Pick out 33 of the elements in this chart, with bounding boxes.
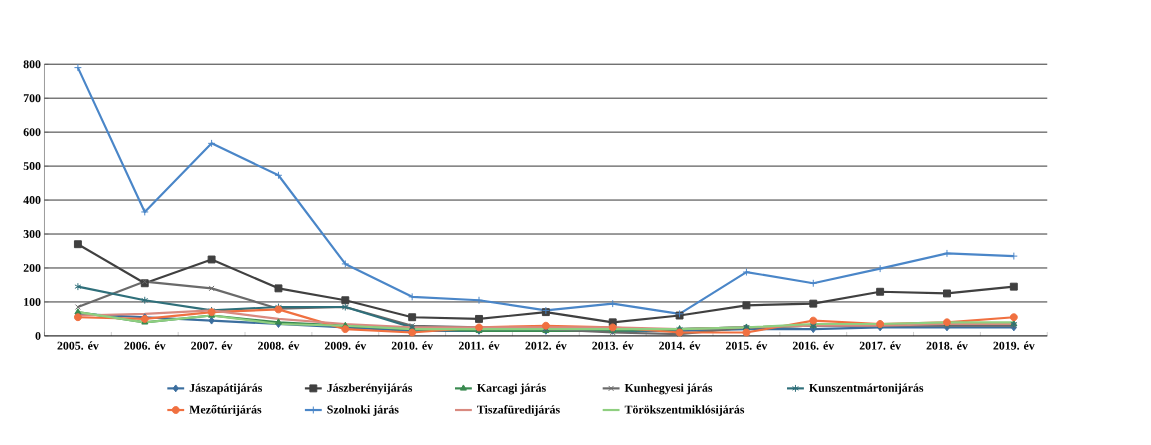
x-tick-label: 2006. év xyxy=(124,341,166,350)
x-tick-label: 2015. év xyxy=(726,341,768,350)
legend-label: Jászapátijárás xyxy=(189,383,263,395)
y-tick-label: 800 xyxy=(23,60,41,69)
legend-label: Törökszentmiklósijárás xyxy=(624,405,745,417)
legend-label: Kunhegyesi járás xyxy=(624,383,713,395)
x-tick-label: 2012. év xyxy=(525,341,567,350)
legend-label: Karcagi járás xyxy=(477,383,546,395)
legend-label: Jászberényijárás xyxy=(327,383,413,395)
y-tick-label: 0 xyxy=(35,332,41,341)
x-tick-label: 2018. év xyxy=(926,341,968,350)
y-tick-label: 500 xyxy=(23,162,41,171)
y-tick-label: 600 xyxy=(23,128,41,137)
legend-label: Kunszentmártonijárás xyxy=(809,383,924,395)
y-tick-label: 400 xyxy=(23,196,41,205)
x-tick-label: 2007. év xyxy=(191,341,233,350)
x-tick-label: 2013. év xyxy=(592,341,634,350)
x-tick-label: 2019. év xyxy=(993,341,1035,350)
y-tick-label: 700 xyxy=(23,94,41,103)
y-tick-label: 100 xyxy=(24,298,41,307)
y-tick-label: 300 xyxy=(23,230,41,239)
x-tick-label: 2010. év xyxy=(391,341,434,350)
legend-label: Szolnoki járás xyxy=(327,405,399,417)
x-tick-label: 2005. év xyxy=(57,341,99,350)
x-tick-label: 2014. év xyxy=(659,341,701,350)
legend-label: Tiszafüredijárás xyxy=(477,405,560,417)
x-tick-label: 2016. év xyxy=(792,341,835,350)
x-tick-label: 2011. év xyxy=(458,341,500,350)
x-tick-label: 2008. év xyxy=(258,341,300,350)
legend-label: Mezőtúrijárás xyxy=(189,405,262,417)
x-tick-label: 2009. év xyxy=(324,341,367,350)
x-tick-label: 2017. év xyxy=(859,341,902,350)
y-tick-label: 200 xyxy=(23,264,41,273)
